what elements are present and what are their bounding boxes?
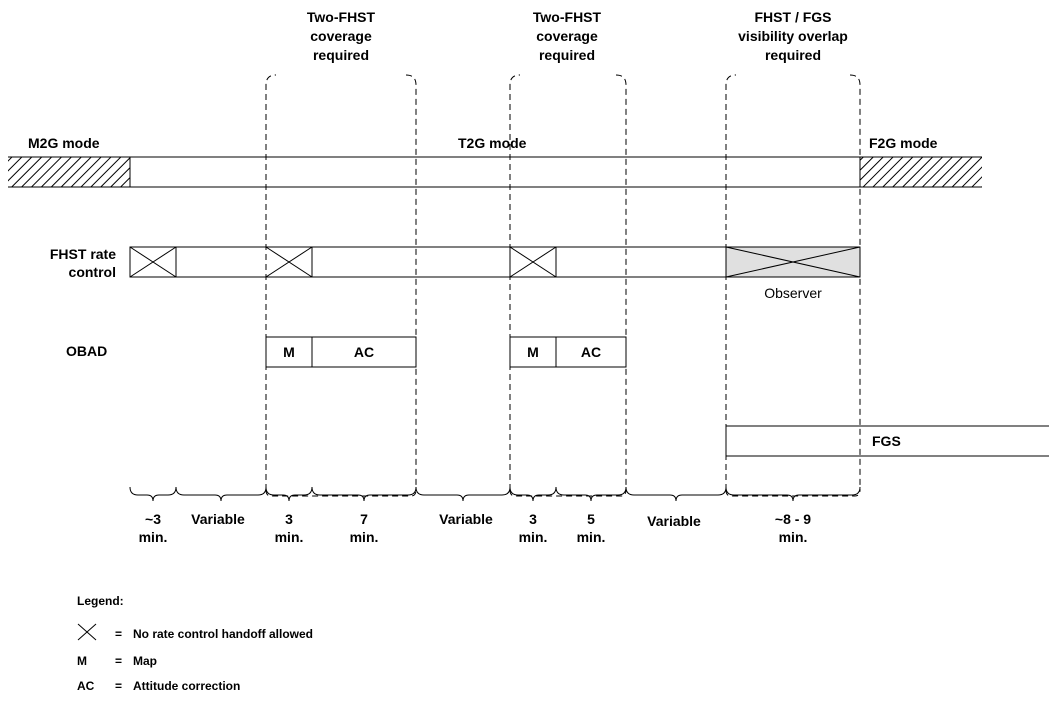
no-handoff-box-3 (509, 246, 557, 278)
obad-block-2: M AC (509, 336, 627, 368)
obad-ac-2: AC (581, 344, 601, 360)
coverage-window-2 (509, 74, 627, 497)
duration-label-7-line-2: min. (577, 529, 606, 545)
coverage-header-1-line-1: Two-FHST (307, 9, 376, 25)
no-handoff-box-2 (265, 246, 313, 278)
duration-labels: ~3 min. Variable 3 min. 7 min. Variable … (139, 511, 812, 545)
coverage-header-2-line-1: Two-FHST (533, 9, 602, 25)
duration-label-7-line-1: 5 (587, 511, 595, 527)
duration-label-8: Variable (647, 513, 701, 529)
duration-label-5: Variable (439, 511, 493, 527)
mode-bar (8, 156, 982, 188)
overlap-window (725, 74, 861, 497)
duration-label-6-line-1: 3 (529, 511, 537, 527)
legend-symbol-3: AC (77, 679, 95, 693)
legend-symbol-2: M (77, 654, 87, 668)
duration-label-1-line-1: ~3 (145, 511, 161, 527)
obad-block-1: M AC (265, 336, 417, 368)
legend-text-2: Map (133, 654, 157, 668)
obad-map-1: M (283, 344, 295, 360)
duration-label-4-line-2: min. (350, 529, 379, 545)
legend-title: Legend: (77, 594, 124, 608)
f2g-mode-label: F2G mode (869, 135, 938, 151)
fgs-bar: FGS (725, 425, 1049, 457)
m2g-hatched-segment (8, 157, 130, 187)
legend: Legend: = No rate control handoff allowe… (77, 594, 313, 693)
observer-label: Observer (764, 285, 822, 301)
duration-label-3-line-2: min. (275, 529, 304, 545)
coverage-header-2-line-2: coverage (536, 28, 598, 44)
coverage-window-1 (265, 74, 417, 497)
obad-ac-1: AC (354, 344, 374, 360)
legend-text-3: Attitude correction (133, 679, 240, 693)
duration-label-1-line-2: min. (139, 529, 168, 545)
m2g-mode-label: M2G mode (28, 135, 100, 151)
coverage-header-1-line-2: coverage (310, 28, 372, 44)
duration-label-2: Variable (191, 511, 245, 527)
fhst-rate-control-label-line-2: control (69, 264, 116, 280)
overlap-header-line-3: required (765, 47, 821, 63)
legend-eq-3: = (115, 679, 122, 693)
duration-label-9-line-2: min. (779, 529, 808, 545)
coverage-header-1: Two-FHST coverage required (307, 9, 376, 63)
duration-label-6-line-2: min. (519, 529, 548, 545)
overlap-header: FHST / FGS visibility overlap required (738, 9, 848, 63)
obad-label: OBAD (66, 343, 107, 359)
duration-braces (129, 486, 861, 502)
obad-map-2: M (527, 344, 539, 360)
overlap-header-line-2: visibility overlap (738, 28, 848, 44)
coverage-header-1-line-3: required (313, 47, 369, 63)
legend-text-1: No rate control handoff allowed (133, 627, 313, 641)
fgs-label: FGS (872, 433, 901, 449)
duration-label-3-line-1: 3 (285, 511, 293, 527)
duration-label-4-line-1: 7 (360, 511, 368, 527)
overlap-header-line-1: FHST / FGS (755, 9, 832, 25)
legend-eq-2: = (115, 654, 122, 668)
coverage-header-2-line-3: required (539, 47, 595, 63)
no-handoff-cross-icon (77, 623, 97, 641)
f2g-hatched-segment (860, 157, 982, 187)
legend-eq-1: = (115, 627, 122, 641)
coverage-header-2: Two-FHST coverage required (533, 9, 602, 63)
duration-label-9-line-1: ~8 - 9 (775, 511, 811, 527)
fhst-rate-control-bar (129, 246, 861, 278)
no-handoff-box-1 (129, 246, 177, 278)
t2g-mode-label: T2G mode (458, 135, 527, 151)
fhst-rate-control-label-line-1: FHST rate (50, 246, 116, 262)
